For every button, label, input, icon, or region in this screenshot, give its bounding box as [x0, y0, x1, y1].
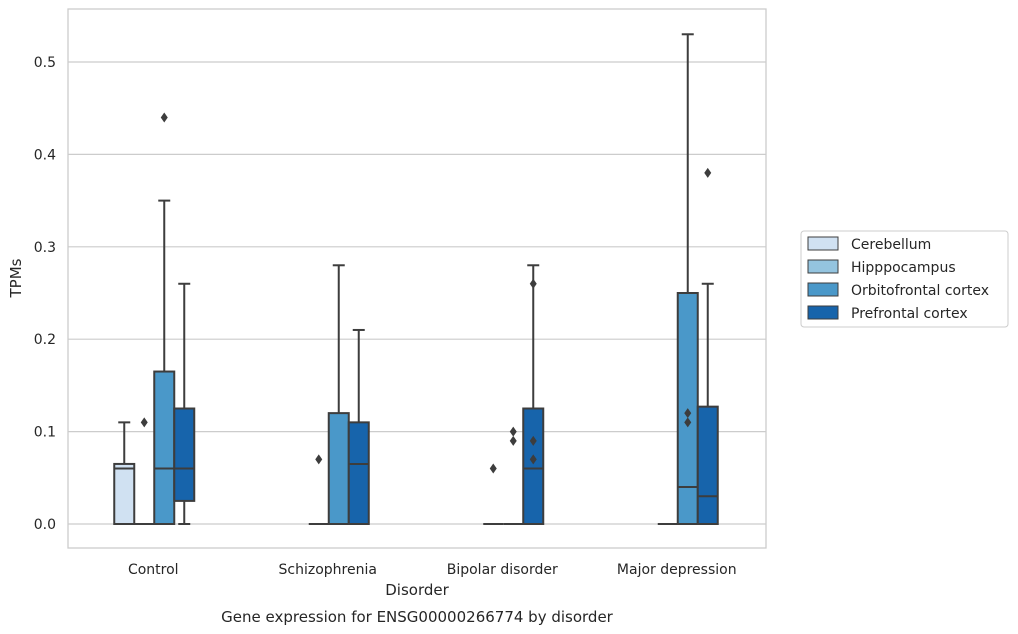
outlier-point	[684, 417, 692, 428]
box-hipppocampus	[134, 417, 155, 525]
outlier-point	[140, 417, 148, 428]
box-orbitofrontal-cortex	[327, 264, 350, 525]
box-prefrontal-cortex	[347, 328, 370, 525]
outlier-point	[529, 454, 537, 465]
y-tick-labels: 0.0 0.1 0.2 0.3 0.4 0.5	[34, 55, 56, 533]
box-body	[173, 407, 196, 502]
outlier-point	[160, 112, 168, 123]
box-body	[113, 462, 136, 526]
legend-swatch	[807, 282, 839, 297]
box-prefrontal-cortex	[696, 167, 719, 526]
outlier-point	[529, 278, 537, 289]
outlier-point	[509, 435, 517, 446]
outlier-point	[315, 454, 323, 465]
box-orbitofrontal-cortex	[503, 426, 524, 525]
box-cerebellum	[113, 421, 136, 526]
box-body	[347, 421, 370, 525]
x-tick-label: Major depression	[617, 562, 737, 578]
outlier-point	[684, 408, 692, 419]
box-prefrontal-cortex	[173, 282, 196, 525]
boxes	[113, 33, 719, 526]
plot-area-frame	[67, 8, 767, 549]
y-tick-label: 0.2	[34, 332, 56, 348]
box-orbitofrontal-cortex	[153, 112, 176, 526]
box-body	[522, 407, 545, 525]
outlier-point	[489, 463, 497, 474]
outlier-point	[529, 435, 537, 446]
legend-label: Cerebellum	[851, 237, 931, 253]
y-tick-label: 0.4	[34, 147, 56, 163]
y-tick-label: 0.1	[34, 425, 56, 441]
x-tick-label: Schizophrenia	[279, 562, 377, 578]
outlier-point	[704, 167, 712, 178]
figure-caption: Gene expression for ENSG00000266774 by d…	[221, 608, 614, 626]
legend-label: Orbitofrontal cortex	[851, 283, 989, 299]
y-axis-label: TPMs	[7, 258, 25, 298]
x-axis-label: Disorder	[385, 581, 449, 599]
legend-swatch	[807, 259, 839, 274]
outlier-point	[509, 426, 517, 437]
box-orbitofrontal-cortex	[676, 33, 699, 525]
box-prefrontal-cortex	[522, 264, 545, 525]
legend-label: Prefrontal cortex	[851, 306, 968, 322]
box-body	[153, 370, 176, 526]
box-hipppocampus	[308, 454, 329, 525]
legend-label: Hipppocampus	[851, 260, 956, 276]
x-tick-label: Control	[128, 562, 179, 578]
box-body	[327, 412, 350, 525]
box-body	[696, 405, 719, 526]
y-tick-label: 0.5	[34, 55, 56, 71]
y-tick-label: 0.3	[34, 240, 56, 256]
legend-swatch	[807, 236, 839, 251]
legend-frame	[800, 230, 1009, 328]
y-tick-label: 0.0	[34, 517, 56, 533]
box-hipppocampus	[483, 463, 504, 525]
legend-swatch	[807, 305, 839, 320]
legend: Cerebellum Hipppocampus Orbitofrontal cort…	[800, 230, 1009, 328]
x-tick-label: Bipolar disorder	[447, 562, 558, 578]
x-tick-labels: Control Schizophrenia Bipolar disorder Majo…	[128, 562, 737, 578]
